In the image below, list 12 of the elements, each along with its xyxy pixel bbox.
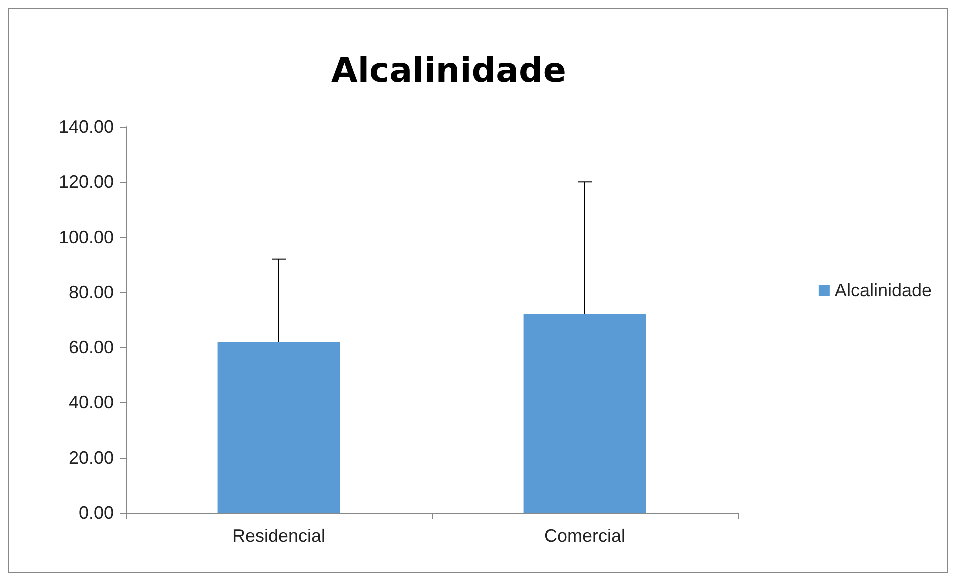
y-tick-label: 60.00 [68,338,114,358]
x-tick-label: Comercial [544,526,626,546]
y-tick-label: 20.00 [68,448,114,468]
y-tick-label: 140.00 [58,117,114,137]
y-tick-label: 0.00 [78,503,114,523]
y-tick-label: 120.00 [58,172,114,192]
x-tick-label: Residencial [232,526,326,546]
legend-label: Alcalinidade [834,280,932,300]
y-tick-label: 80.00 [68,282,114,302]
chart-title: Alcalinidade [332,51,566,91]
y-tick-label: 40.00 [68,392,114,413]
y-tick-label: 100.00 [58,227,114,248]
